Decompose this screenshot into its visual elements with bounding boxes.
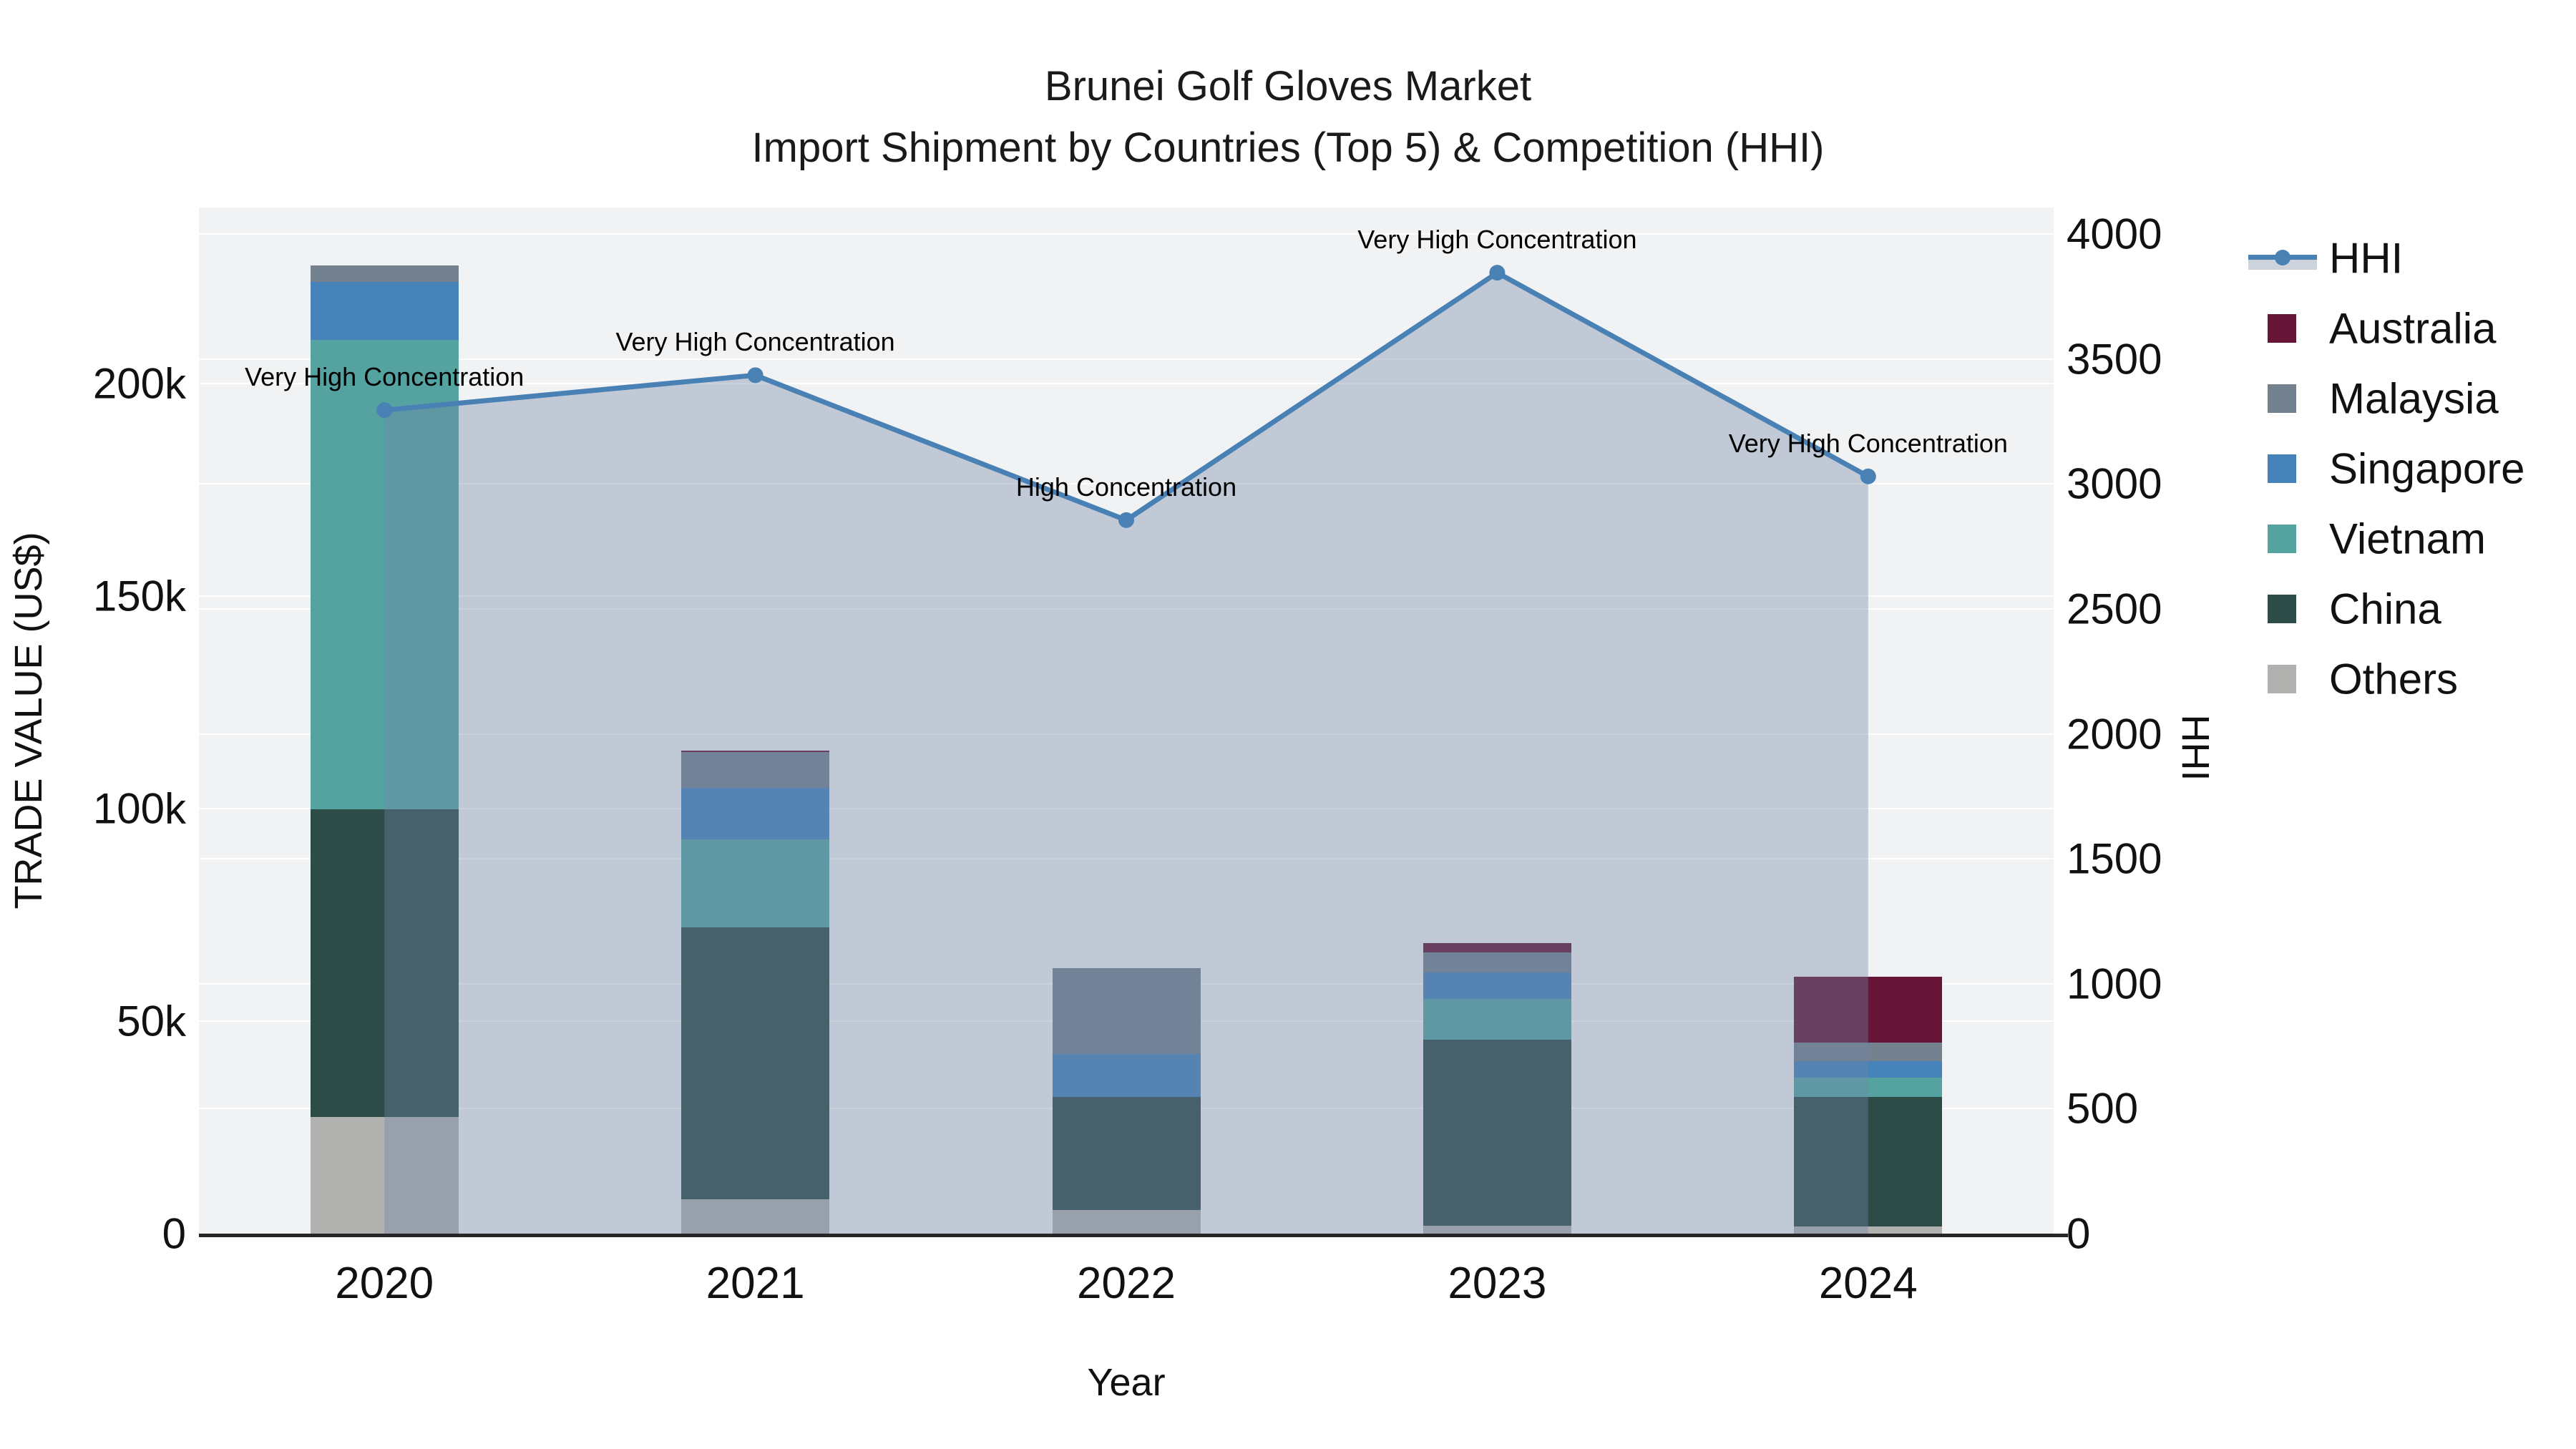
x-axis-line <box>199 1234 2068 1237</box>
y-left-tick-200k: 200k <box>92 359 186 408</box>
bar-segment-singapore-2022 <box>1052 1053 1201 1097</box>
legend-swatch-australia <box>2268 314 2296 343</box>
hhi-marker-2020 <box>376 402 393 419</box>
bar-segment-australia-2024 <box>1794 976 1943 1043</box>
y-axis-right-label: HHI <box>2174 714 2217 781</box>
hhi-marker-2021 <box>747 367 763 384</box>
hhi-marker-2024 <box>1860 468 1876 484</box>
gridline <box>199 858 2054 860</box>
x-tick-2020: 2020 <box>335 1259 434 1308</box>
gridline <box>199 808 2054 809</box>
y-right-tick-3500: 3500 <box>2067 335 2162 384</box>
chart-title-line2: Import Shipment by Countries (Top 5) & C… <box>751 125 1825 171</box>
plot-area: Very High Concentration Very High Concent… <box>199 208 2054 1236</box>
bar-segment-singapore-2023 <box>1423 972 1571 1000</box>
hhi-marker-icon <box>2275 250 2290 265</box>
legend-item-singapore: Singapore <box>2248 434 2563 504</box>
y-right-tick-2000: 2000 <box>2067 710 2162 758</box>
legend-item-hhi: HHI <box>2248 223 2563 293</box>
chart-title-line1: Brunei Golf Gloves Market <box>1044 63 1532 109</box>
bar-segment-australia-2021 <box>681 751 830 752</box>
bar-segment-china-2022 <box>1052 1096 1201 1210</box>
bar-segment-malaysia-2023 <box>1423 952 1571 973</box>
gridline <box>199 608 2054 610</box>
x-tick-2024: 2024 <box>1818 1259 1918 1308</box>
legend-label-malaysia: Malaysia <box>2329 374 2499 423</box>
bar-segment-malaysia-2024 <box>1794 1043 1943 1061</box>
x-tick-2021: 2021 <box>706 1259 805 1308</box>
y-right-tick-0: 0 <box>2067 1209 2091 1258</box>
gridline <box>199 358 2054 360</box>
hhi-line-layer <box>376 265 1876 1234</box>
hhi-marker-2022 <box>1118 512 1134 528</box>
bar-segment-malaysia-2020 <box>310 265 459 283</box>
hhi-annotation-2021: Very High Concentration <box>615 327 895 357</box>
legend-label-china: China <box>2329 585 2441 633</box>
bar-segment-malaysia-2022 <box>1052 968 1201 1054</box>
y-left-tick-100k: 100k <box>92 784 186 833</box>
hhi-annotation-2022: High Concentration <box>1015 472 1237 502</box>
bar-segment-singapore-2020 <box>310 282 459 341</box>
y-left-tick-150k: 150k <box>92 572 186 620</box>
bar-segment-others-2023 <box>1423 1225 1571 1234</box>
legend-item-australia: Australia <box>2248 293 2563 364</box>
y-axis-left-label: TRADE VALUE (US$) <box>7 532 50 909</box>
legend-label-australia: Australia <box>2329 304 2497 353</box>
y-right-tick-2500: 2500 <box>2067 585 2162 633</box>
legend-swatch-singapore <box>2268 454 2296 483</box>
hhi-annotation-2020: Very High Concentration <box>245 362 525 392</box>
bar-segment-malaysia-2021 <box>681 751 830 789</box>
y-right-tick-3000: 3000 <box>2067 459 2162 508</box>
legend-label-singapore: Singapore <box>2329 444 2525 493</box>
bar-segment-others-2021 <box>681 1199 830 1234</box>
y-right-tick-4000: 4000 <box>2067 210 2162 258</box>
hhi-marker-2023 <box>1489 265 1506 281</box>
gridline <box>199 733 2054 735</box>
legend-item-others: Others <box>2248 644 2563 714</box>
bar-segment-vietnam-2020 <box>310 340 459 810</box>
legend-label-vietnam: Vietnam <box>2329 514 2487 563</box>
hhi-line-legend-icon <box>2248 243 2317 274</box>
bar-segment-singapore-2024 <box>1794 1060 1943 1078</box>
gridline <box>199 483 2054 485</box>
gridline <box>199 383 2054 384</box>
bar-segment-vietnam-2021 <box>681 839 830 928</box>
y-left-tick-0: 0 <box>162 1209 186 1258</box>
legend-label-hhi: HHI <box>2329 234 2404 283</box>
legend-swatch-others <box>2268 665 2296 693</box>
y-right-tick-500: 500 <box>2067 1084 2139 1133</box>
bar-segment-others-2020 <box>310 1116 459 1234</box>
x-tick-2022: 2022 <box>1077 1259 1176 1308</box>
bar-segment-australia-2023 <box>1423 942 1571 952</box>
legend-label-others: Others <box>2329 655 2459 703</box>
legend-item-china: China <box>2248 574 2563 644</box>
bar-segment-china-2021 <box>681 927 830 1200</box>
x-axis-label: Year <box>1087 1361 1166 1404</box>
bar-segment-china-2020 <box>310 809 459 1117</box>
legend-swatch-vietnam <box>2268 525 2296 553</box>
bar-segment-vietnam-2024 <box>1794 1078 1943 1097</box>
legend-item-malaysia: Malaysia <box>2248 364 2563 434</box>
hhi-annotation-2023: Very High Concentration <box>1357 225 1637 255</box>
legend-item-vietnam: Vietnam <box>2248 504 2563 574</box>
bar-segment-others-2022 <box>1052 1209 1201 1234</box>
hhi-annotation-2024: Very High Concentration <box>1728 428 2008 458</box>
x-tick-2023: 2023 <box>1448 1259 1547 1308</box>
legend-swatch-malaysia <box>2268 384 2296 413</box>
y-right-tick-1000: 1000 <box>2067 960 2162 1008</box>
bar-segment-china-2023 <box>1423 1039 1571 1226</box>
bar-segment-china-2024 <box>1794 1096 1943 1227</box>
bar-segment-others-2024 <box>1794 1226 1943 1234</box>
hhi-area-fill <box>384 273 1868 1234</box>
y-right-tick-1500: 1500 <box>2067 834 2162 883</box>
gridline <box>199 595 2054 597</box>
gridline <box>199 233 2054 235</box>
legend-swatch-china <box>2268 595 2296 623</box>
bar-segment-singapore-2021 <box>681 788 830 840</box>
chart-title: Brunei Golf Gloves Market Import Shipmen… <box>0 56 2576 179</box>
y-left-tick-50k: 50k <box>117 997 186 1045</box>
bar-segment-vietnam-2023 <box>1423 999 1571 1040</box>
